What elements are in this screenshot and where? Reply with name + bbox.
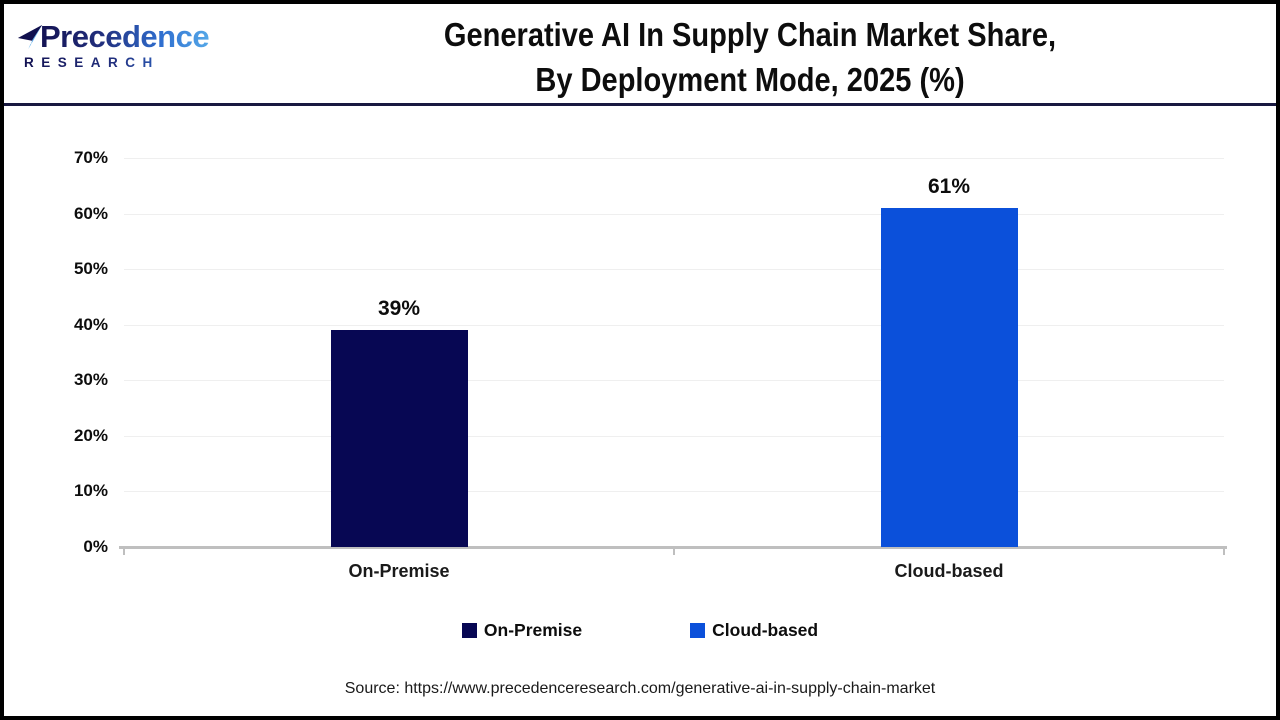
gridline — [124, 269, 1224, 271]
precedence-research-logo: Precedence RESEARCH — [16, 20, 226, 70]
header: Precedence RESEARCH Generative AI In Sup… — [4, 4, 1276, 106]
legend-item-cloud-based: Cloud-based — [690, 620, 818, 641]
chart-title: Generative AI In Supply Chain Market Sha… — [232, 12, 1268, 102]
logo-wordmark: Precedence — [40, 19, 210, 54]
y-axis-tick-label: 70% — [73, 148, 108, 167]
gridline — [124, 491, 1224, 493]
chart-title-line-2: By Deployment Mode, 2025 (%) — [535, 61, 965, 98]
y-axis-tick-label: 50% — [73, 259, 108, 279]
bar-cloud-based — [880, 208, 1018, 547]
bar-on-premise — [330, 330, 468, 547]
y-axis-tick-label: 20% — [73, 425, 108, 445]
gridline — [124, 158, 1224, 159]
gridline — [124, 213, 1224, 215]
y-axis-tick-label: 30% — [73, 370, 108, 390]
category-label: On-Premise — [348, 561, 450, 581]
gridline — [124, 435, 1224, 437]
plot-area: 39% On-Premise 61% Cloud-based — [119, 158, 1227, 581]
legend-label: Cloud-based — [712, 620, 819, 640]
x-axis-tick — [1223, 547, 1225, 555]
legend: On-Premise Cloud-based — [4, 620, 1276, 641]
y-axis-tick-label: 0% — [83, 537, 108, 556]
category-label: Cloud-based — [894, 561, 1004, 581]
bar-value-label: 39% — [377, 297, 421, 321]
bar-value-label: 61% — [927, 175, 971, 199]
paper-plane-icon — [17, 24, 43, 50]
gridline — [124, 324, 1224, 326]
legend-item-on-premise: On-Premise — [461, 620, 583, 641]
logo-wordmark-row: Precedence — [16, 20, 226, 54]
x-axis-tick — [673, 547, 675, 555]
y-axis-tick-label: 60% — [73, 203, 108, 223]
legend-swatch — [690, 623, 706, 638]
y-axis-labels: 0% 10% 20% 30% 40% 50% 60% 70% — [42, 149, 108, 555]
y-axis-tick-label: 40% — [73, 314, 108, 334]
y-axis-tick-label: 10% — [73, 481, 108, 501]
legend-label: On-Premise — [483, 620, 583, 640]
chart-title-line-1: Generative AI In Supply Chain Market Sha… — [443, 16, 1057, 53]
source-text: Source: https://www.precedenceresearch.c… — [344, 680, 936, 697]
logo-subtitle: RESEARCH — [24, 55, 226, 70]
legend-swatch — [461, 623, 477, 638]
gridline — [124, 380, 1224, 382]
x-axis-tick — [123, 547, 125, 555]
